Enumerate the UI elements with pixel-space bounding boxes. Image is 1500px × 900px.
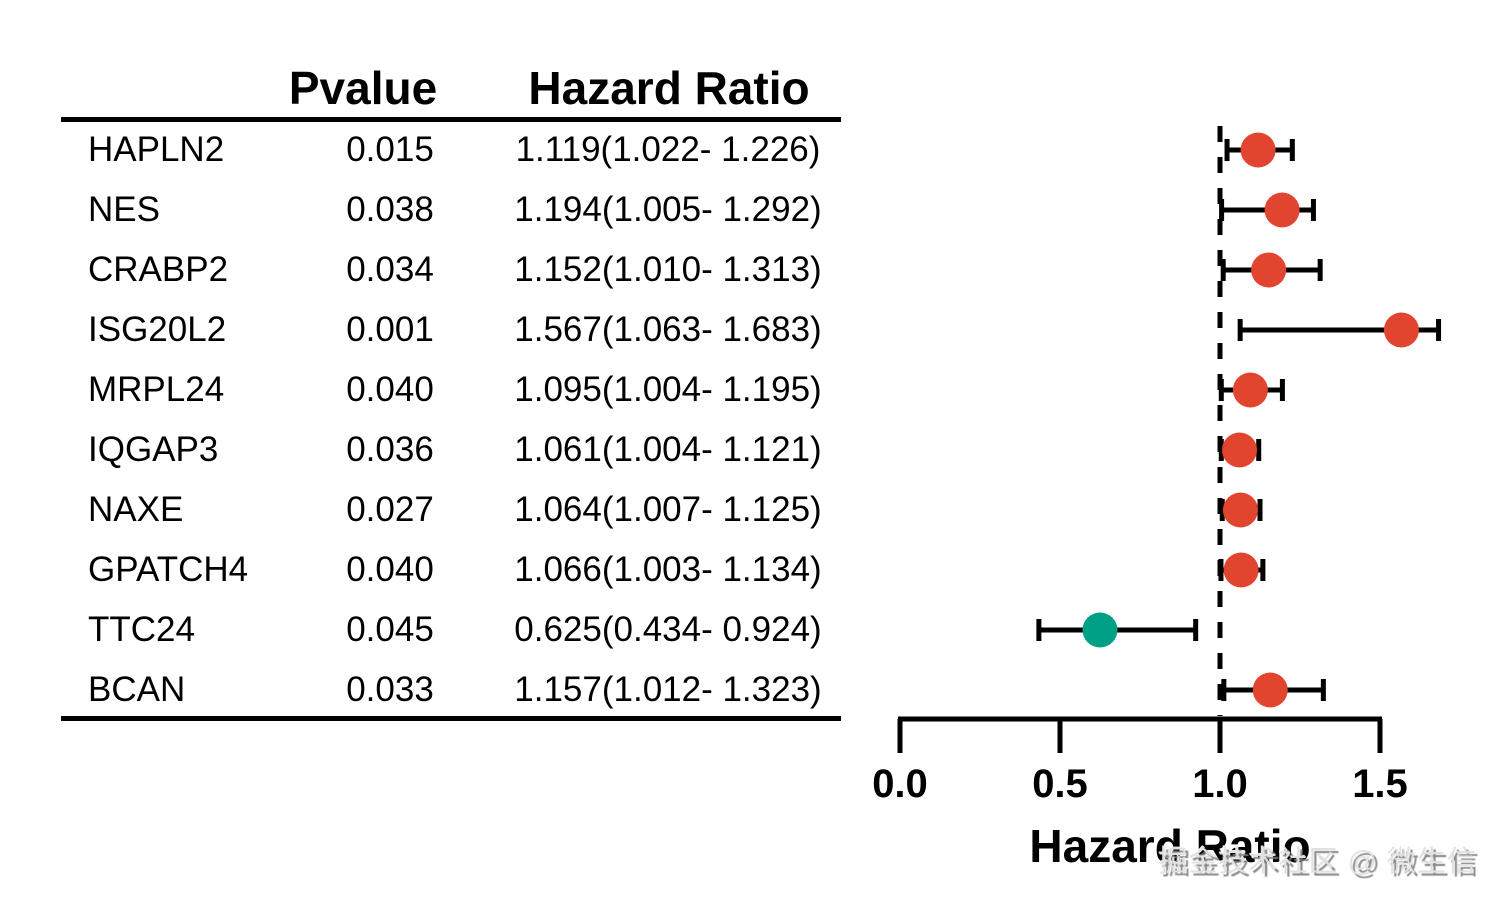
hr-dot (1252, 672, 1288, 708)
pvalue-cell: 0.040 (346, 550, 434, 589)
hazard-ratio-cell: 1.567(1.063- 1.683) (514, 310, 822, 349)
table-row: IQGAP3 0.036 1.061(1.004- 1.121) (0, 428, 860, 472)
gene-name: NAXE (88, 490, 184, 529)
hazard-ratio-cell: 1.064(1.007- 1.125) (514, 490, 822, 529)
gene-name: HAPLN2 (88, 130, 225, 169)
hazard-ratio-cell: 1.194(1.005- 1.292) (514, 190, 822, 229)
hazard-ratio-cell: 1.157(1.012- 1.323) (514, 670, 822, 709)
hazard-ratio-cell: 1.119(1.022- 1.226) (515, 130, 821, 169)
pvalue-cell: 0.036 (346, 430, 434, 469)
table-top-rule (61, 117, 841, 122)
hr-dot (1264, 192, 1300, 228)
table-row: HAPLN2 0.015 1.119(1.022- 1.226) (0, 128, 860, 172)
gene-name: IQGAP3 (88, 430, 219, 469)
pvalue-cell: 0.033 (346, 670, 434, 709)
pvalue-column-header: Pvalue (288, 62, 438, 114)
hazard-ratio-cell: 1.066(1.003- 1.134) (514, 550, 822, 589)
gene-name: BCAN (88, 670, 186, 709)
x-tick-label: 0.5 (1032, 762, 1088, 806)
table-row: ISG20L2 0.001 1.567(1.063- 1.683) (0, 308, 860, 352)
table-row: NAXE 0.027 1.064(1.007- 1.125) (0, 488, 860, 532)
hazard-ratio-cell: 1.061(1.004- 1.121) (514, 430, 822, 469)
pvalue-cell: 0.045 (346, 610, 434, 649)
pvalue-cell: 0.001 (346, 310, 434, 349)
hazard-ratio-cell: 1.095(1.004- 1.195) (514, 370, 822, 409)
watermark: 掘金技术社区 @ 微生信 (1158, 846, 1477, 878)
pvalue-cell: 0.040 (346, 370, 434, 409)
gene-name: TTC24 (88, 610, 195, 649)
table-row: NES 0.038 1.194(1.005- 1.292) (0, 188, 860, 232)
pvalue-cell: 0.038 (346, 190, 434, 229)
table-row: TTC24 0.045 0.625(0.434- 0.924) (0, 608, 860, 652)
hr-dot (1240, 132, 1276, 168)
x-tick-label: 0.0 (872, 762, 928, 806)
hazard-ratio-cell: 1.152(1.010- 1.313) (514, 250, 822, 289)
hr-dot (1082, 612, 1118, 648)
hr-dot (1251, 252, 1287, 288)
pvalue-cell: 0.034 (346, 250, 434, 289)
x-tick-label: 1.5 (1352, 762, 1408, 806)
x-axis-title: Hazard Ratio (1029, 820, 1310, 872)
hr-dot (1222, 492, 1258, 528)
table-row: BCAN 0.033 1.157(1.012- 1.323) (0, 668, 860, 712)
gene-name: GPATCH4 (88, 550, 249, 589)
table-row: MRPL24 0.040 1.095(1.004- 1.195) (0, 368, 860, 412)
table-row: CRABP2 0.034 1.152(1.010- 1.313) (0, 248, 860, 292)
table-row: GPATCH4 0.040 1.066(1.003- 1.134) (0, 548, 860, 592)
table-bottom-rule (61, 716, 841, 721)
x-tick-label: 1.0 (1192, 762, 1248, 806)
hr-dot (1222, 432, 1258, 468)
gene-name: ISG20L2 (88, 310, 227, 349)
gene-name: MRPL24 (88, 370, 225, 409)
gene-name: NES (88, 190, 160, 229)
pvalue-cell: 0.015 (346, 130, 434, 169)
hazard-ratio-column-header: Hazard Ratio (528, 62, 810, 114)
pvalue-cell: 0.027 (346, 490, 434, 529)
hr-dot (1383, 312, 1419, 348)
gene-name: CRABP2 (88, 250, 229, 289)
hr-dot (1232, 372, 1268, 408)
hazard-ratio-cell: 0.625(0.434- 0.924) (514, 610, 822, 649)
hr-dot (1223, 552, 1259, 588)
